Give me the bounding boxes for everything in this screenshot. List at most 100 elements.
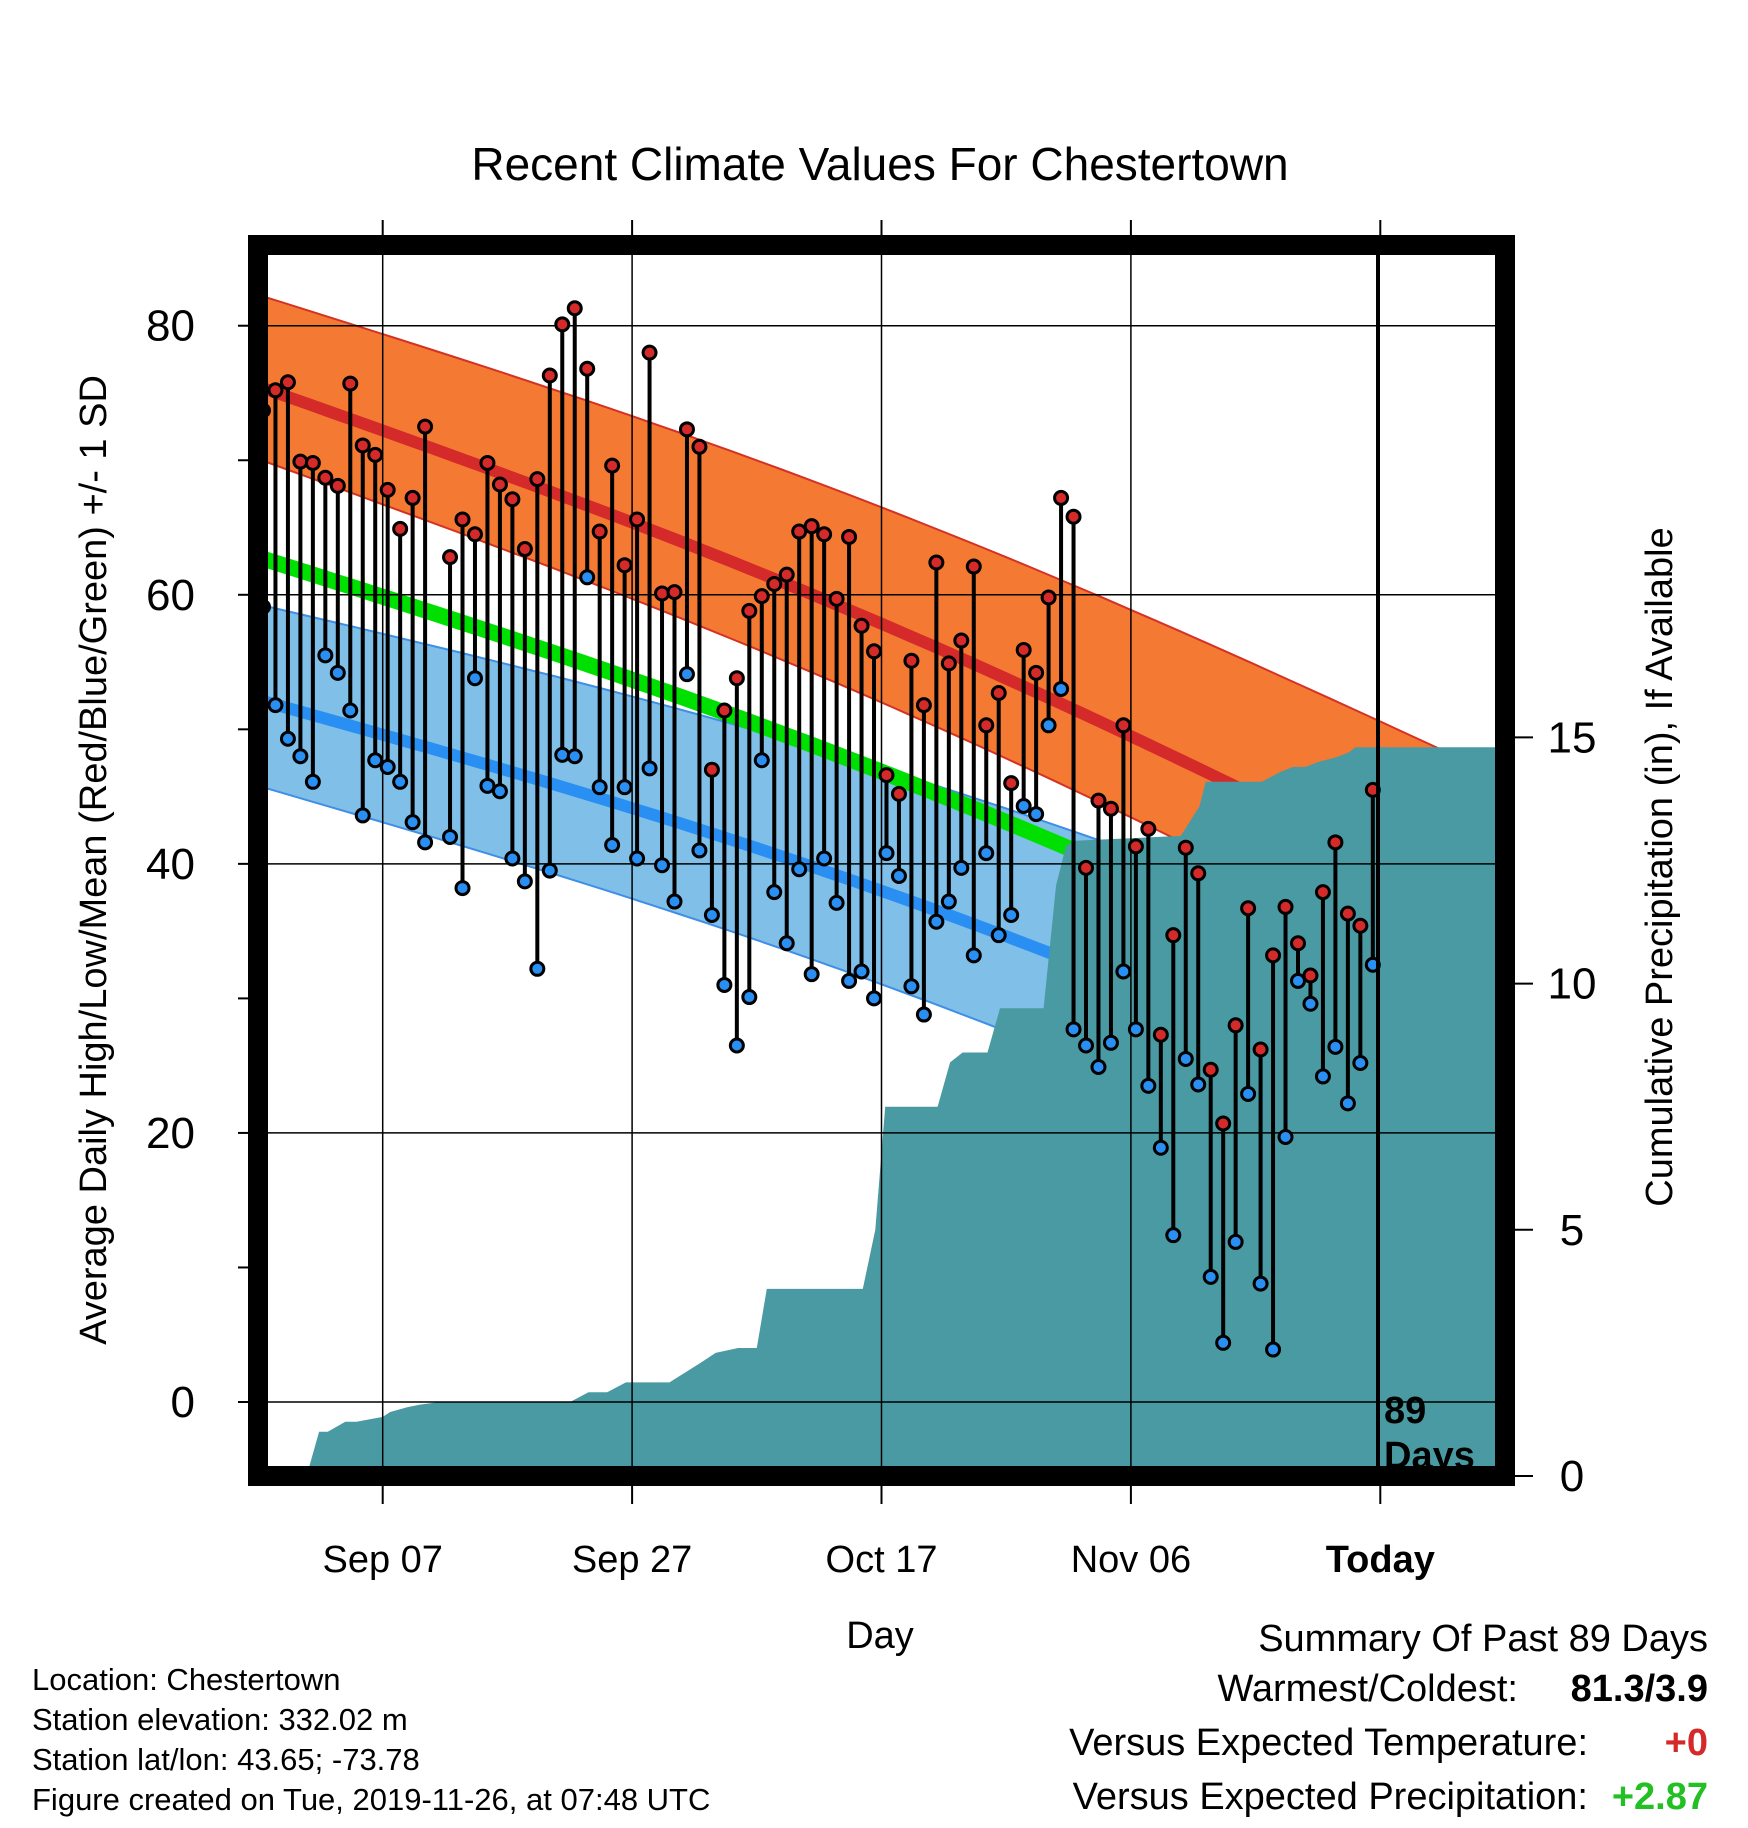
daily-high-point [990, 685, 1007, 702]
daily-low-point [1090, 1059, 1107, 1076]
daily-low-point [853, 963, 870, 980]
daily-high-point [741, 602, 758, 619]
daily-high-point [878, 767, 895, 784]
daily-high-point [940, 655, 957, 672]
daily-low-point [678, 666, 695, 683]
daily-low-point [616, 779, 633, 796]
daily-low-point [379, 758, 396, 775]
daily-low-point [504, 850, 521, 867]
x-tick-label: Sep 27 [572, 1539, 692, 1581]
daily-high-point [541, 367, 558, 384]
daily-low-point [1314, 1068, 1331, 1085]
daily-high-point [1202, 1061, 1219, 1078]
daily-high-point [504, 491, 521, 508]
daily-high-point [791, 523, 808, 540]
x-tick-label: Sep 07 [322, 1539, 442, 1581]
daily-low-point [516, 873, 533, 890]
x-tick-label: Nov 06 [1071, 1539, 1191, 1581]
daily-low-point [753, 752, 770, 769]
daily-low-point [1140, 1077, 1157, 1094]
summary-title: Summary Of Past 89 Days [1258, 1618, 1708, 1660]
daily-low-point [466, 670, 483, 687]
daily-high-point [778, 566, 795, 583]
daily-high-point [803, 518, 820, 535]
daily-low-point [978, 845, 995, 862]
daily-high-point [554, 316, 571, 333]
daily-high-point [1028, 664, 1045, 681]
daily-high-point [379, 481, 396, 498]
daily-high-point [1065, 508, 1082, 525]
daily-high-point [728, 670, 745, 687]
daily-low-point [1152, 1139, 1169, 1156]
daily-low-point [566, 748, 583, 765]
daily-low-point [915, 1006, 932, 1023]
daily-high-point [1240, 900, 1257, 917]
daily-high-point [629, 511, 646, 528]
daily-high-point [1140, 820, 1157, 837]
daily-high-point [516, 541, 533, 558]
daily-high-point [292, 453, 309, 470]
y-tick-label: 60 [146, 571, 195, 620]
daily-low-point [1003, 906, 1020, 923]
daily-high-point [279, 374, 296, 391]
daily-low-point [1165, 1227, 1182, 1244]
daily-high-point [953, 632, 970, 649]
footer-latlon: Station lat/lon: 43.65; -73.78 [32, 1742, 420, 1777]
daily-high-point [454, 511, 471, 528]
daily-high-point [1277, 898, 1294, 915]
y2-tick-label: 0 [1560, 1452, 1584, 1501]
y2-axis-label: Cumulative Precipitation (in), If Availa… [1639, 527, 1681, 1206]
daily-low-point [1040, 717, 1057, 734]
daily-high-point [1302, 967, 1319, 984]
today-marker-count: 89 [1384, 1390, 1426, 1432]
cumulative-precipitation-area [258, 747, 1505, 1476]
daily-high-point [890, 785, 907, 802]
daily-high-point [1165, 927, 1182, 944]
daily-high-point [1265, 947, 1282, 964]
summary-row-value: +0 [1664, 1722, 1708, 1764]
daily-low-point [479, 777, 496, 794]
daily-high-point [1289, 935, 1306, 952]
observed-temperatures [258, 300, 1381, 1358]
daily-low-point [1339, 1095, 1356, 1112]
chart-title: Recent Climate Values For Chestertown [471, 138, 1288, 190]
summary-row-value: +2.87 [1611, 1776, 1708, 1818]
daily-high-point [604, 457, 621, 474]
y2-tick-label: 5 [1560, 1206, 1584, 1255]
daily-high-point [304, 454, 321, 471]
daily-high-point [267, 382, 284, 399]
daily-high-point [928, 554, 945, 571]
y-tick-label: 20 [146, 1109, 195, 1158]
summary-row-value: 81.3/3.9 [1570, 1668, 1708, 1710]
daily-high-point [716, 702, 733, 719]
daily-high-point [753, 588, 770, 605]
daily-low-point [1215, 1334, 1232, 1351]
daily-high-point [317, 469, 334, 486]
daily-high-point [1252, 1041, 1269, 1058]
y-tick-label: 40 [146, 840, 195, 889]
grid-lines [258, 245, 1505, 1476]
daily-high-point [678, 421, 695, 438]
daily-high-point [529, 471, 546, 488]
daily-low-point [404, 814, 421, 831]
daily-high-point [1314, 884, 1331, 901]
footer-created: Figure created on Tue, 2019-11-26, at 07… [32, 1782, 711, 1817]
daily-high-point [1127, 838, 1144, 855]
daily-high-point [616, 557, 633, 574]
axes: 0 20 40 60 80 0 5 10 15 Sep 07 Sep 27 Oct 17 Nov 06 T… [146, 220, 1596, 1581]
daily-low-point [392, 773, 409, 790]
daily-low-point [741, 989, 758, 1006]
daily-low-point [1190, 1076, 1207, 1093]
daily-low-point [1252, 1275, 1269, 1292]
daily-high-point [703, 761, 720, 778]
daily-low-point [940, 893, 957, 910]
precipitation-area [258, 747, 1505, 1476]
daily-low-point [304, 773, 321, 790]
footer-location: Location: Chestertown [32, 1662, 341, 1697]
daily-low-point [454, 880, 471, 897]
daily-low-point [329, 664, 346, 681]
daily-low-point [816, 850, 833, 867]
daily-high-point [1152, 1026, 1169, 1043]
daily-low-point [1102, 1034, 1119, 1051]
daily-low-point [267, 697, 284, 714]
